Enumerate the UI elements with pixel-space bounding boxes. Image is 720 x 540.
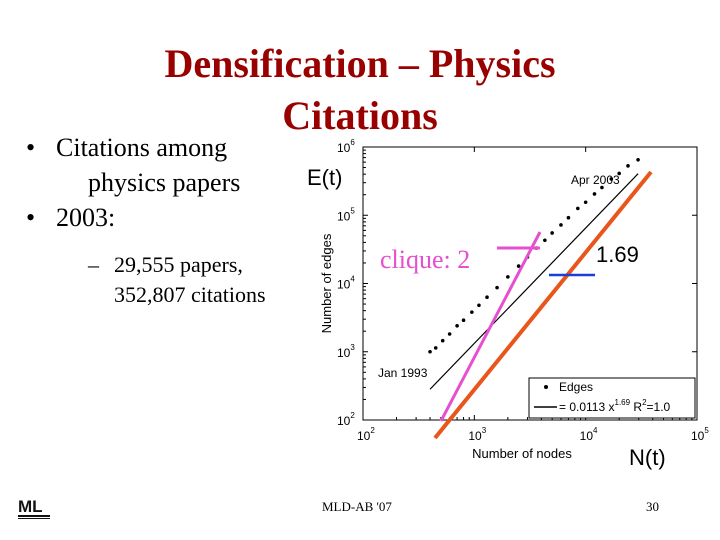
y-axis-label: Number of edges (319, 233, 334, 333)
y-tick-label: 103 (337, 343, 355, 360)
x-tick-label: 105 (691, 426, 709, 443)
y-tick-label: 104 (337, 275, 355, 292)
bullet-2-line1: 2003: (56, 203, 116, 232)
point-label-end: Apr 2003 (571, 173, 620, 187)
data-point (485, 295, 489, 299)
sub-bullet-marker: – (88, 252, 99, 277)
data-point (428, 349, 432, 354)
data-point (592, 192, 597, 196)
clique-slope-line (439, 231, 542, 422)
y-tick-label: 106 (337, 138, 355, 155)
data-point (609, 177, 614, 181)
x-tick-label: 102 (357, 426, 375, 443)
data-point (617, 171, 621, 176)
data-point (576, 206, 580, 211)
annotation-clique: clique: 2 (380, 245, 471, 274)
x-axis-label: Number of nodes (472, 446, 572, 461)
data-point (626, 164, 630, 168)
data-point (461, 318, 466, 322)
data-point (477, 303, 481, 308)
data-point (636, 157, 640, 162)
data-point (495, 285, 499, 290)
annotation-slope-value: 1.69 (596, 242, 639, 267)
data-point (447, 332, 452, 336)
data-point (440, 338, 445, 343)
page-number: 30 (646, 499, 659, 514)
footer-center: MLD-AB '07 (322, 499, 392, 514)
fit-line (429, 173, 639, 390)
data-point (433, 346, 438, 350)
y-tick-label: 102 (337, 411, 355, 428)
data-point (516, 264, 521, 268)
legend-marker-edges (544, 385, 548, 389)
sub-bullet-line1: 29,555 papers, (114, 252, 243, 277)
slide-title-line2: Citations (282, 93, 438, 138)
data-point (600, 185, 604, 190)
data-point (506, 275, 510, 279)
data-point (550, 231, 554, 235)
data-point (559, 223, 563, 227)
bullet-1-line1: Citations among (56, 133, 228, 162)
data-point (470, 310, 474, 314)
data-point (583, 200, 588, 205)
data-point (566, 215, 571, 220)
legend-label-edges: Edges (559, 380, 593, 394)
x-tick-label: 103 (468, 426, 486, 443)
bullet-marker-2: • (26, 203, 36, 232)
slide-title-line1: Densification – Physics (164, 41, 556, 86)
annotation-e-of-t: E(t) (307, 165, 343, 190)
sub-bullet-line2: 352,807 citations (114, 282, 266, 307)
data-point (543, 238, 547, 243)
legend-label-fit: = 0.0113 x1.69 R2=1.0 (559, 398, 671, 414)
bullet-1-line2: physics papers (88, 168, 241, 197)
y-tick-label: 105 (337, 206, 355, 223)
annotation-n-of-t: N(t) (629, 445, 666, 470)
bullet-marker-1: • (26, 133, 36, 162)
ml-logo: ML (18, 497, 50, 519)
data-point (455, 324, 459, 328)
legend-box (528, 377, 696, 419)
point-label-start: Jan 1993 (378, 366, 428, 380)
fit-highlight-line (433, 170, 653, 440)
x-tick-label: 104 (580, 426, 598, 443)
ml-logo-text: ML (18, 497, 43, 516)
